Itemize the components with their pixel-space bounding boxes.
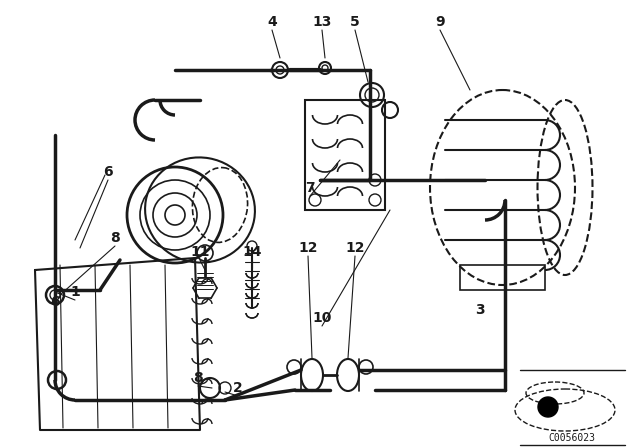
Text: 6: 6 — [50, 295, 60, 309]
Bar — [305, 100, 385, 210]
Text: 9: 9 — [435, 15, 445, 29]
Text: 10: 10 — [312, 311, 332, 325]
Text: 2: 2 — [233, 381, 243, 395]
Text: 14: 14 — [243, 245, 262, 259]
Text: 13: 13 — [312, 15, 332, 29]
Text: 12: 12 — [298, 241, 317, 255]
Text: 8: 8 — [110, 231, 120, 245]
Bar — [460, 265, 545, 290]
Text: 5: 5 — [350, 15, 360, 29]
Text: 3: 3 — [475, 303, 485, 317]
Text: 7: 7 — [305, 181, 315, 195]
Text: C0056023: C0056023 — [548, 433, 595, 443]
Text: 6: 6 — [103, 165, 113, 179]
Text: 12: 12 — [345, 241, 365, 255]
Circle shape — [538, 397, 558, 417]
Text: 4: 4 — [267, 15, 277, 29]
Text: 8: 8 — [193, 371, 203, 385]
Text: 11: 11 — [190, 245, 210, 259]
Text: 1: 1 — [70, 285, 80, 299]
